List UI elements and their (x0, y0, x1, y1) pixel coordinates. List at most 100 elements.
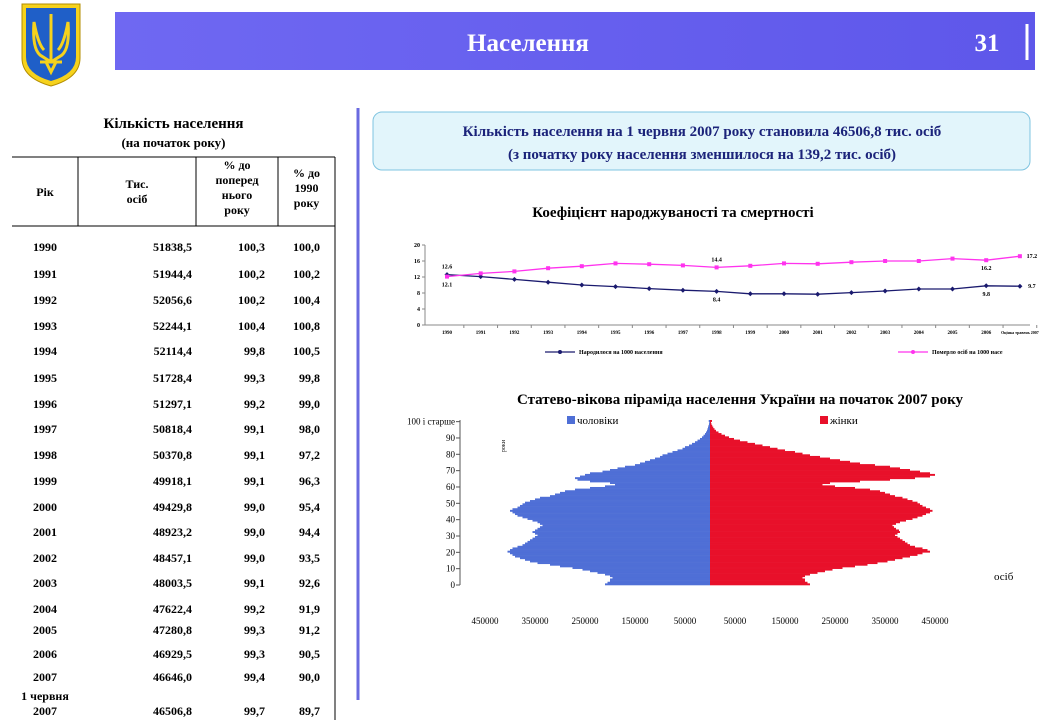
bar (662, 454, 710, 457)
point (916, 286, 922, 292)
chart-title: Статево-вікова піраміда населення Україн… (517, 392, 964, 408)
point (512, 269, 517, 274)
bar (507, 550, 710, 553)
data-label: 17.2 (1027, 254, 1038, 260)
bar (710, 429, 716, 432)
bar (710, 570, 825, 573)
bar (710, 500, 913, 502)
page-number: 31 (975, 30, 1000, 57)
y-tick-label: 10 (446, 564, 456, 574)
bar (710, 531, 900, 534)
y-tick-label: 90 (446, 433, 456, 443)
bar (535, 529, 710, 532)
year-cell: 1999 (33, 474, 57, 488)
bar (710, 452, 803, 455)
y-tick-label: 50 (446, 498, 456, 508)
point (613, 261, 618, 266)
year-cell: 2000 (33, 500, 57, 514)
y-tick-label: 4 (417, 307, 420, 313)
bar (708, 424, 710, 427)
bar (625, 465, 710, 468)
table-cell: 100,4 (238, 319, 265, 333)
bar (710, 462, 860, 465)
y-tick-label: 0 (451, 580, 456, 590)
bar (710, 486, 855, 489)
point (579, 264, 584, 269)
bar (517, 514, 710, 517)
table-cell: 100,0 (293, 240, 320, 254)
year-cell: 1993 (33, 319, 57, 333)
bar (710, 431, 719, 434)
year-cell: 2003 (33, 576, 57, 590)
bar (572, 567, 710, 569)
table-cell: 99,1 (244, 576, 265, 590)
table-cell: 95,4 (299, 500, 320, 514)
table-cell: 52056,6 (153, 293, 192, 307)
table-cell: 51728,4 (153, 371, 192, 385)
bar (710, 576, 803, 579)
table-cell: 99,0 (244, 525, 265, 539)
table-cell: 99,0 (299, 397, 320, 411)
bar (710, 555, 910, 558)
table-cell: 49429,8 (153, 500, 192, 514)
bar (710, 495, 895, 498)
table-cell: 99,3 (244, 371, 265, 385)
bar (537, 562, 710, 565)
column-header: % до поперед нього року (215, 158, 259, 217)
table-cell: 51944,4 (153, 267, 192, 281)
bar (710, 482, 830, 485)
legend-label: Померло осіб на 1000 насе (932, 349, 1003, 356)
point (849, 260, 854, 265)
bar (709, 421, 710, 424)
bar (540, 496, 710, 499)
x-tick-label: 2005 (948, 331, 959, 336)
bar (710, 583, 810, 586)
bar (515, 513, 710, 516)
bar (705, 433, 710, 436)
x-tick-label: 150000 (772, 616, 800, 626)
bar (710, 469, 910, 471)
legend-marker (911, 350, 915, 354)
bar (610, 580, 710, 583)
point (883, 259, 888, 263)
y-axis-label: роки (501, 439, 507, 452)
data-label: 16.2 (981, 266, 992, 272)
bar (710, 578, 805, 581)
bar (577, 478, 710, 481)
table-rules (12, 156, 336, 720)
table-cell: 93,5 (299, 551, 320, 565)
bar (710, 491, 885, 494)
table-cell: 89,7 (299, 704, 320, 718)
bar (540, 526, 710, 529)
x-tick-label: 350000 (522, 616, 550, 626)
bar (710, 460, 850, 463)
table-cell: 100,2 (238, 267, 265, 281)
bar (700, 437, 710, 440)
bar (710, 470, 920, 473)
bar (535, 535, 710, 538)
bar (689, 444, 710, 447)
series-line (446, 255, 1020, 278)
bar (710, 498, 908, 501)
point (882, 288, 888, 294)
bar (710, 544, 910, 547)
point (647, 262, 652, 267)
bar (605, 485, 710, 488)
legend-label: чоловіки (577, 415, 618, 427)
x-tick-label: 150000 (622, 616, 650, 626)
table-cell: 48923,2 (153, 525, 192, 539)
bar (610, 482, 710, 485)
point (680, 263, 685, 268)
bar (710, 447, 778, 450)
x-tick-label: 2006 (981, 331, 992, 336)
x-tick-label: 2004 (914, 331, 925, 336)
table-cell: 99,3 (244, 647, 265, 661)
bar (537, 521, 710, 524)
bar (710, 513, 926, 516)
bar (706, 431, 710, 434)
x-tick-label: 350000 (872, 616, 900, 626)
point (714, 288, 720, 294)
table-cell: 51838,5 (153, 240, 192, 254)
bar (542, 524, 710, 527)
bar (525, 501, 710, 504)
